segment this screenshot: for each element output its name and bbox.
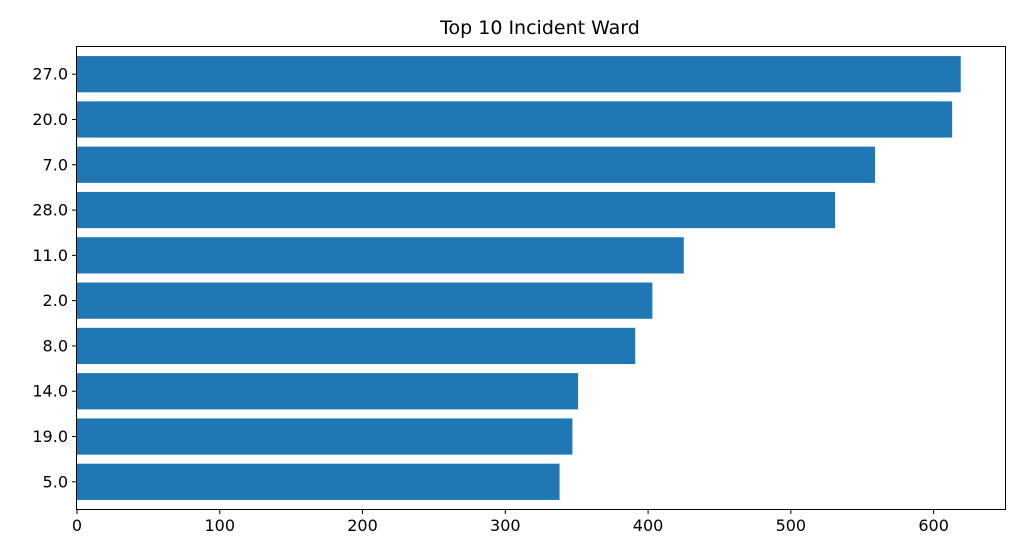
y-tick-label: 5.0 [43,472,68,491]
bar-19.0 [77,418,573,455]
y-tick-label: 19.0 [32,427,68,446]
x-tick-label: 100 [204,516,235,535]
x-tick-label: 400 [633,516,664,535]
bar-7.0 [77,146,876,183]
bar-14.0 [77,373,579,410]
plot-frame [76,46,1006,510]
y-tick-label: 27.0 [32,65,68,84]
bar-11.0 [77,237,684,274]
bar-27.0 [77,56,961,93]
bar-20.0 [77,101,953,138]
y-tick-label: 14.0 [32,382,68,401]
bar-28.0 [77,191,836,229]
x-tick-label: 300 [490,516,521,535]
y-tick-label: 7.0 [43,155,68,174]
y-tick-label: 28.0 [32,201,68,220]
chart-title: Top 10 Incident Ward [439,17,640,39]
x-tick-label: 0 [72,516,82,535]
x-tick-label: 200 [347,516,378,535]
y-tick-label: 11.0 [32,246,68,265]
x-tick-label: 500 [776,516,807,535]
bar-5.0 [77,463,560,500]
y-axis-ticks: 27.0 20.0 7.0 28.0 11.0 2.0 8.0 14.0 19.0 5.0 [32,65,77,491]
x-tick-label: 600 [918,516,949,535]
y-tick-label: 2.0 [43,291,68,310]
bar-8.0 [77,327,636,365]
y-tick-label: 8.0 [43,336,68,355]
bars-group [77,56,961,500]
bar-2.0 [77,282,653,319]
y-tick-label: 20.0 [32,110,68,129]
